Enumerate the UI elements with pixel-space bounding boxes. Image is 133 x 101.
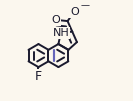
Text: O: O	[52, 15, 61, 25]
Text: O: O	[70, 7, 79, 17]
Text: F: F	[35, 70, 42, 83]
Text: —: —	[80, 1, 89, 10]
Text: NH: NH	[52, 28, 69, 38]
